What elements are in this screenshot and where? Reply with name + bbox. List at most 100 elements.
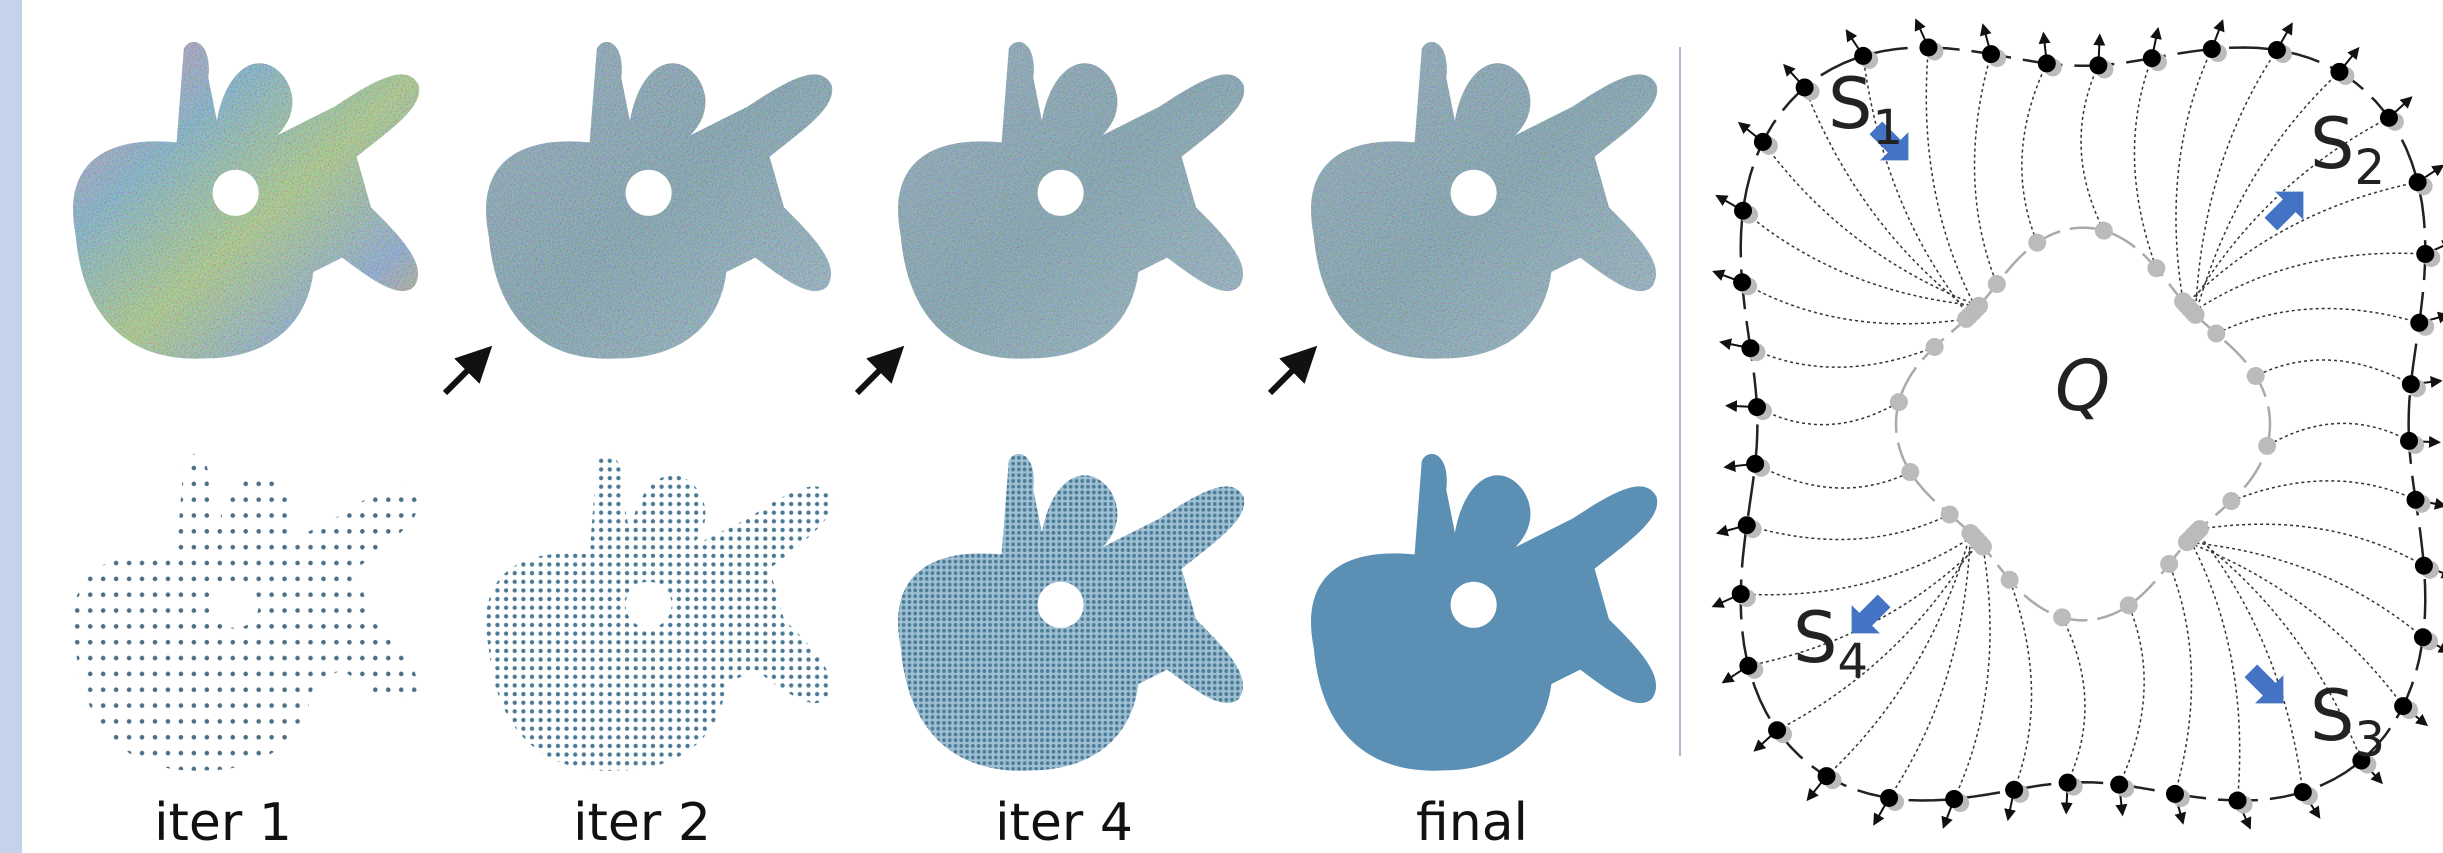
sample-point bbox=[1818, 767, 1836, 785]
set-label: S1 bbox=[1828, 63, 1903, 156]
target-point bbox=[2095, 222, 2113, 240]
sample-point bbox=[1746, 455, 1764, 473]
target-point bbox=[2222, 492, 2240, 510]
sample-point bbox=[2268, 41, 2286, 59]
sample-point bbox=[2409, 173, 2427, 191]
target-point bbox=[1941, 505, 1959, 523]
target-point bbox=[2001, 571, 2019, 589]
set-index: 2 bbox=[2354, 140, 2385, 196]
correspondence bbox=[1750, 347, 1934, 367]
correspondence bbox=[1743, 211, 1979, 306]
correspondence bbox=[2187, 542, 2403, 706]
target-point bbox=[1901, 463, 1919, 481]
panel-label: iter 1 bbox=[154, 793, 292, 853]
correspondence bbox=[1741, 536, 1974, 595]
correspondence bbox=[2134, 58, 2156, 268]
correspondence bbox=[2216, 309, 2419, 334]
correspondence bbox=[2256, 360, 2411, 384]
set-label: S2 bbox=[2310, 103, 2385, 196]
sample-point bbox=[2407, 491, 2425, 509]
point-cloud-render bbox=[73, 42, 419, 359]
point-cloud-render bbox=[486, 42, 832, 359]
sample-point bbox=[1738, 516, 1756, 534]
target-point bbox=[1988, 275, 2006, 293]
set-index: 1 bbox=[1872, 100, 1903, 156]
figure: iter 1 iter 2 iter 4 final Q S1 S2 S3 S4 bbox=[0, 0, 2443, 853]
correspondence bbox=[2187, 542, 2423, 637]
sample-point bbox=[1739, 657, 1757, 675]
correspondence bbox=[2190, 539, 2240, 800]
sample-point bbox=[2203, 40, 2221, 58]
sample-point bbox=[1748, 398, 1766, 416]
sample-point bbox=[2416, 245, 2434, 263]
side-stripe bbox=[0, 0, 22, 853]
correspondence bbox=[2193, 253, 2426, 312]
sample-point bbox=[2089, 56, 2107, 74]
target-point bbox=[2120, 596, 2138, 614]
sample-point bbox=[2143, 49, 2161, 67]
sample-point bbox=[2394, 697, 2412, 715]
sample-point bbox=[2414, 628, 2432, 646]
correspondence bbox=[2081, 65, 2104, 230]
correspondence bbox=[1755, 464, 1910, 488]
target-point bbox=[2247, 367, 2265, 385]
sample-point bbox=[2059, 774, 2077, 792]
correspondence bbox=[2231, 481, 2415, 501]
sample-point bbox=[1880, 789, 1898, 807]
sample-point bbox=[2410, 314, 2428, 332]
point-cloud-render bbox=[1311, 42, 1657, 359]
correspondence bbox=[2200, 524, 2424, 565]
correspondence bbox=[1926, 47, 1976, 308]
correspondence bbox=[2169, 564, 2191, 794]
sample-point bbox=[2402, 375, 2420, 393]
target-point bbox=[2184, 303, 2202, 321]
sample-point bbox=[2166, 785, 2184, 803]
target-point bbox=[1926, 338, 1944, 356]
sample-point bbox=[2229, 792, 2247, 810]
sample-point bbox=[2110, 776, 2128, 794]
q-label: Q bbox=[2055, 345, 2110, 427]
set-name: S bbox=[2310, 103, 2354, 185]
sample-point bbox=[2038, 54, 2056, 72]
arrow bbox=[445, 350, 488, 393]
sample-point bbox=[2330, 63, 2348, 81]
correspondence bbox=[2062, 617, 2085, 782]
sample-point bbox=[1734, 202, 1752, 220]
surface-render bbox=[486, 454, 832, 771]
surface-render bbox=[898, 454, 1244, 771]
correspondence bbox=[1742, 282, 1966, 323]
sample-point bbox=[2294, 783, 2312, 801]
panel-label: iter 2 bbox=[573, 793, 711, 853]
target-point bbox=[2258, 437, 2276, 455]
set-name: S bbox=[1828, 63, 1872, 145]
sample-point bbox=[1741, 339, 1759, 357]
sample-point bbox=[2400, 432, 2418, 450]
sample-point bbox=[2380, 109, 2398, 127]
sample-point bbox=[2415, 557, 2433, 575]
sample-point bbox=[1733, 273, 1751, 291]
correspondence bbox=[2022, 63, 2047, 242]
point-cloud-render bbox=[898, 42, 1244, 359]
set-label: S3 bbox=[2310, 675, 2385, 768]
target-point bbox=[2181, 530, 2199, 548]
correspondence bbox=[1954, 547, 1990, 799]
sample-point bbox=[1768, 721, 1786, 739]
surface-render bbox=[73, 454, 419, 771]
sample-point bbox=[2005, 781, 2023, 799]
arrow bbox=[857, 350, 900, 393]
correspondence bbox=[1747, 514, 1950, 539]
target-point bbox=[2207, 325, 2225, 343]
correspondence bbox=[1975, 54, 1997, 284]
target-point bbox=[2147, 259, 2165, 277]
set-index: 4 bbox=[1837, 634, 1868, 690]
sample-point bbox=[1919, 38, 1937, 56]
panel-label: iter 4 bbox=[995, 793, 1133, 853]
correspondence bbox=[2267, 423, 2409, 446]
set-name: S bbox=[2310, 675, 2354, 757]
sample-point bbox=[1796, 78, 1814, 96]
sample-point bbox=[1732, 585, 1750, 603]
correspondence bbox=[2010, 580, 2032, 790]
sample-point bbox=[1945, 790, 1963, 808]
target-point bbox=[1964, 527, 1982, 545]
correspondence bbox=[2176, 49, 2212, 301]
